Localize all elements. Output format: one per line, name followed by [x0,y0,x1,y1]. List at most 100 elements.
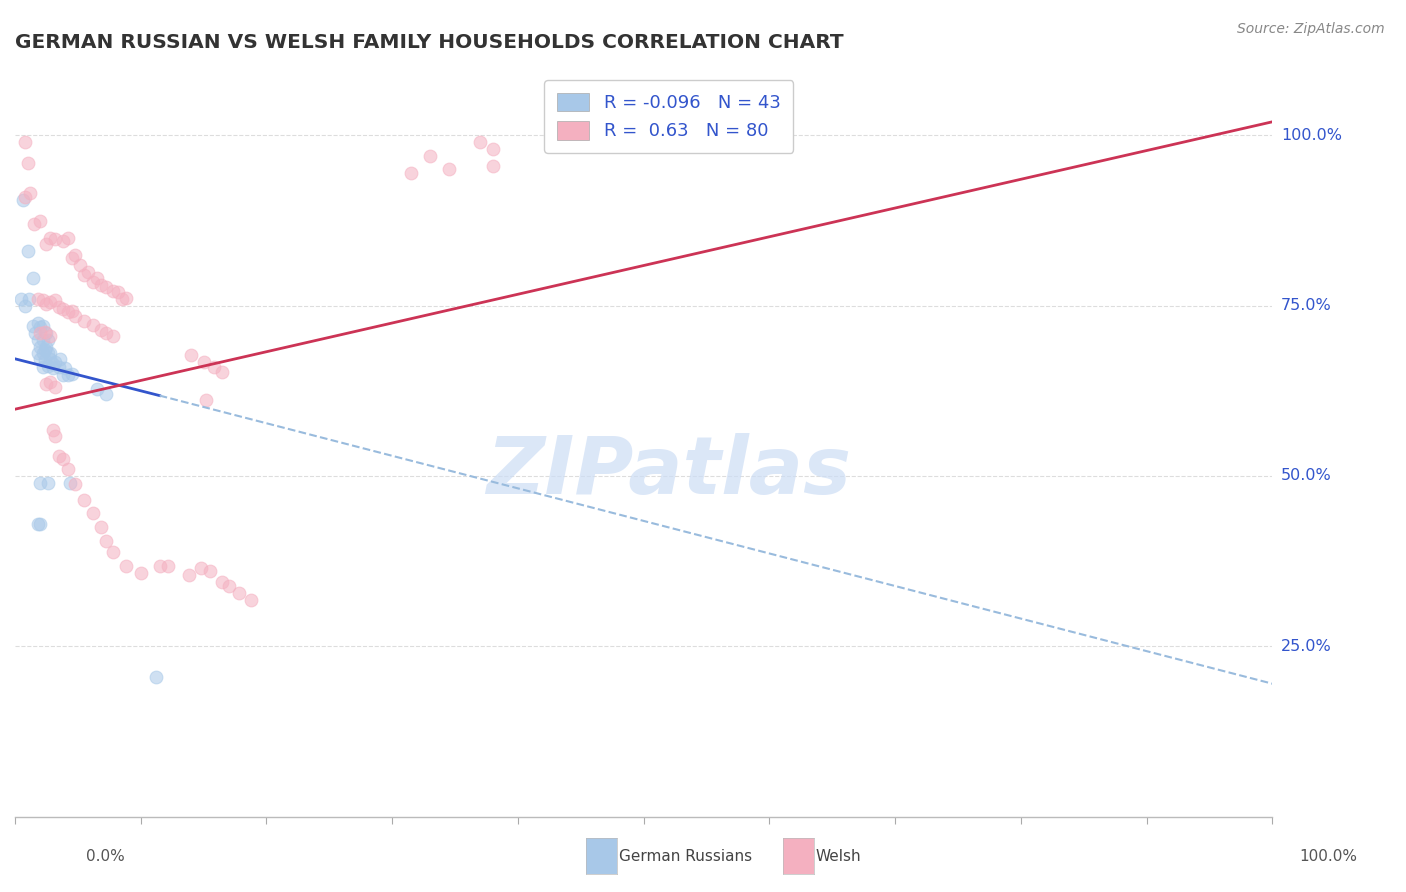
Point [56,368,79,383]
Point [41,361,63,376]
Point [73,492,96,507]
Point [37,475,59,490]
Text: ZIPatlas: ZIPatlas [486,433,852,511]
Point [44,354,66,368]
Point [52,302,75,317]
Point [37,346,59,360]
Text: 50.0%: 50.0% [1281,468,1331,483]
Point [48,359,70,374]
Point [94,533,117,548]
Point [65,247,87,261]
Text: 25.0%: 25.0% [1281,639,1331,654]
Point [56,305,79,319]
Point [59,475,82,490]
Point [11,193,34,207]
Point [399,166,422,180]
Point [177,567,200,582]
Point [77,265,100,279]
Point [30,326,52,340]
Point [18,292,41,306]
Point [24,326,46,340]
Point [89,322,111,336]
Point [101,545,124,559]
Point [114,558,136,573]
Text: German Russians: German Russians [619,849,752,863]
Point [129,566,152,580]
Point [30,340,52,354]
Text: 100.0%: 100.0% [1281,128,1341,143]
Text: Source: ZipAtlas.com: Source: ZipAtlas.com [1237,22,1385,37]
Point [18,186,41,201]
Point [82,507,104,521]
Point [35,237,58,252]
Point [190,561,212,575]
Point [30,351,52,366]
Point [37,359,59,373]
Point [60,304,83,318]
Point [31,319,53,334]
Point [35,340,58,354]
Point [101,329,124,343]
Point [482,142,505,156]
Point [27,516,49,531]
Point [27,333,49,347]
Point [30,516,52,531]
Point [22,217,45,231]
Text: 75.0%: 75.0% [1281,298,1331,313]
Point [107,285,129,299]
Point [60,251,83,265]
Text: GERMAN RUSSIAN VS WELSH FAMILY HOUSEHOLDS CORRELATION CHART: GERMAN RUSSIAN VS WELSH FAMILY HOUSEHOLD… [15,33,844,52]
Point [14,135,37,149]
Point [39,230,62,244]
Point [10,292,32,306]
Point [195,392,218,407]
Point [34,343,56,357]
Point [56,230,79,244]
Point [52,368,75,383]
Point [39,375,62,389]
Point [89,278,111,293]
Point [21,319,44,334]
Point [31,359,53,374]
Point [211,574,233,589]
Point [27,292,49,306]
Point [30,213,52,227]
Point [60,367,83,381]
Point [21,271,44,285]
Point [44,380,66,394]
Point [31,346,53,360]
Point [86,382,108,396]
Point [211,366,233,380]
Point [41,423,63,437]
Legend: R = -0.096   N = 43, R =  0.63   N = 80: R = -0.096 N = 43, R = 0.63 N = 80 [544,80,793,153]
Point [470,135,492,149]
Point [31,293,53,308]
Point [73,268,96,282]
Point [35,297,58,311]
Point [114,291,136,305]
Point [37,333,59,347]
Point [39,295,62,310]
Point [34,353,56,368]
Point [101,284,124,298]
Point [39,329,62,343]
Point [30,320,52,334]
Point [94,326,117,340]
Point [49,351,72,366]
Point [69,258,91,272]
Point [35,377,58,392]
Point [44,293,66,308]
Point [65,309,87,323]
Point [14,190,37,204]
Point [17,155,39,169]
Point [94,387,117,401]
Point [52,234,75,248]
Point [56,462,79,476]
Point [111,292,134,306]
Point [14,299,37,313]
Point [198,565,221,579]
Point [48,449,70,463]
Point [39,351,62,366]
Point [65,477,87,491]
Point [482,159,505,173]
